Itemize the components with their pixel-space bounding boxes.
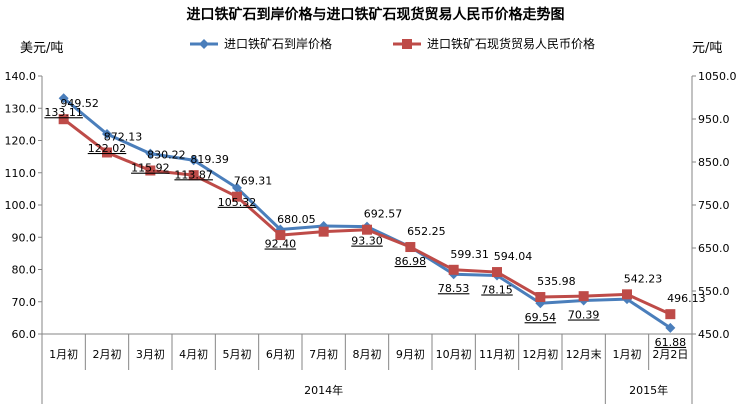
right-tick-label: 450.0: [698, 328, 730, 341]
left-tick-label: 60.0: [12, 328, 37, 341]
category-label: 2月2日: [652, 348, 688, 361]
series-2-point: [405, 242, 416, 253]
series-2-point: [318, 226, 329, 237]
series-2-point: [362, 224, 372, 235]
category-label: 9月初: [396, 347, 425, 361]
series-2-point: [102, 147, 112, 158]
category-label: 1月初: [613, 347, 642, 361]
category-label: 1月初: [49, 347, 78, 361]
legend-series-2-label: 进口铁矿石现货贸易人民币价格: [427, 36, 595, 51]
category-label: 4月初: [179, 347, 208, 361]
series-2-data-label: 594.04: [494, 250, 533, 263]
legend-series-1-marker: [199, 39, 209, 49]
series-2-point: [665, 309, 676, 320]
category-label: 5月初: [223, 347, 252, 361]
series-2-data-label: 535.98: [537, 275, 576, 288]
series-2-data-label: 830.22: [147, 149, 186, 162]
left-tick-label: 70.0: [12, 296, 37, 309]
series-2-data-label: 949.52: [60, 97, 99, 110]
left-tick-label: 100.0: [5, 199, 37, 212]
series-2-data-label: 652.25: [407, 225, 446, 238]
series-1-data-label: 105.32: [218, 196, 257, 209]
series-1-data-label: 61.88: [655, 336, 687, 349]
series-2-point: [188, 170, 199, 181]
series-1-data-label: 78.15: [481, 283, 513, 296]
left-tick-label: 120.0: [5, 135, 37, 148]
series-1-point: [145, 148, 156, 159]
category-label: 10月初: [436, 347, 472, 361]
series-1-point: [232, 182, 242, 193]
series-1-point: [188, 155, 199, 166]
category-label: 3月初: [136, 347, 165, 361]
series-1-data-label: 69.54: [525, 311, 557, 324]
series-1-data-label: 92.40: [265, 238, 297, 251]
series-1-data-label: 133.11: [44, 106, 83, 119]
year-label: 2015年: [629, 383, 668, 397]
left-tick-label: 90.0: [12, 231, 37, 244]
legend-series-1-label: 进口铁矿石到岸价格: [224, 36, 332, 51]
category-label: 11月初: [479, 347, 515, 361]
category-label: 7月初: [309, 347, 338, 361]
left-tick-label: 110.0: [5, 167, 37, 180]
series-1-data-label: 122.02: [88, 142, 127, 155]
series-2-point: [535, 292, 546, 303]
series-2-data-label: 819.39: [190, 153, 229, 166]
right-tick-label: 1050.0: [698, 70, 737, 83]
series-2-point: [622, 289, 632, 300]
series-2-data-label: 496.13: [667, 292, 706, 305]
series-2-data-label: 599.31: [450, 248, 489, 261]
series-2-data-label: 872.13: [104, 130, 143, 143]
right-tick-label: 850.0: [698, 156, 730, 169]
series-1-data-label: 78.53: [438, 282, 470, 295]
series-2-data-label: 680.05: [277, 213, 316, 226]
right-tick-label: 650.0: [698, 242, 730, 255]
right-tick-label: 550.0: [698, 285, 730, 298]
left-axis-unit: 美元/吨: [20, 41, 64, 56]
series-2-data-label: 769.31: [234, 175, 273, 188]
series-1-data-label: 86.98: [395, 255, 427, 268]
category-label: 8月初: [353, 347, 382, 361]
series-2-data-label: 542.23: [624, 272, 663, 285]
category-label: 6月初: [266, 347, 295, 361]
series-1-data-label: 113.87: [174, 168, 213, 181]
left-tick-label: 80.0: [12, 264, 37, 277]
series-1-point: [102, 128, 112, 139]
series-1-data-label: 93.30: [351, 235, 383, 248]
right-tick-label: 950.0: [698, 113, 730, 126]
category-label: 12月初: [522, 347, 558, 361]
series-1-data-label: 115.92: [131, 162, 170, 175]
series-2-point: [448, 264, 459, 275]
category-label: 2月初: [93, 347, 122, 361]
category-label: 12月末: [566, 347, 602, 361]
right-axis-unit: 元/吨: [692, 41, 723, 56]
series-1-point: [665, 322, 676, 333]
year-label: 2014年: [304, 383, 343, 397]
right-tick-label: 750.0: [698, 199, 730, 212]
series-1-data-label: 70.39: [568, 308, 600, 321]
chart-title: 进口铁矿石到岸价格与进口铁矿石现货贸易人民币价格走势图: [186, 7, 565, 23]
series-2-point: [232, 191, 242, 202]
legend-series-2-marker: [402, 39, 412, 49]
left-tick-label: 140.0: [5, 70, 37, 83]
left-tick-label: 130.0: [5, 102, 37, 115]
series-2-data-label: 692.57: [364, 208, 403, 221]
series-2-point: [492, 267, 502, 278]
series-2-point: [578, 291, 589, 302]
series-2-point: [58, 114, 69, 125]
series-2-point: [145, 165, 156, 176]
series-1-point: [58, 93, 69, 104]
series-2-point: [275, 230, 286, 241]
